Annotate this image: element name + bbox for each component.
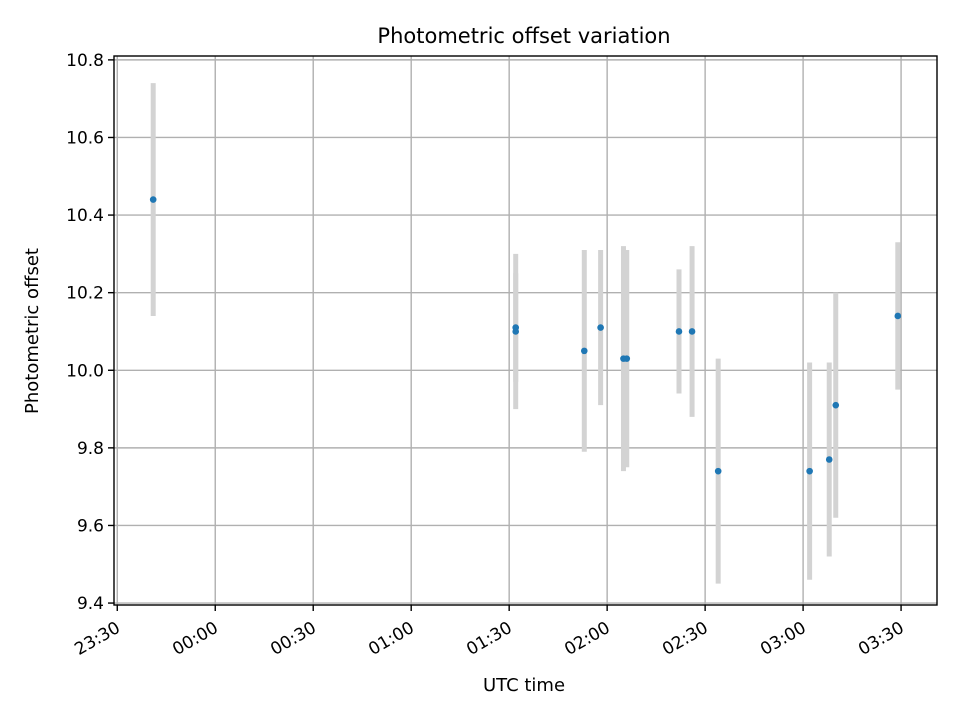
x-tick-label: 01:00	[365, 618, 417, 660]
data-point	[894, 312, 902, 320]
x-axis-label: UTC time	[483, 675, 565, 696]
data-point	[149, 196, 157, 203]
grid	[114, 56, 937, 605]
y-tick-label: 9.6	[77, 516, 104, 536]
y-tick-label: 10.4	[66, 206, 104, 226]
data-point	[825, 456, 833, 463]
x-tick-label: 03:30	[855, 618, 907, 660]
y-tick-label: 10.0	[66, 361, 104, 381]
x-tick-label: 23:30	[71, 618, 123, 660]
chart-title: Photometric offset variation	[377, 24, 670, 48]
y-axis-label: Photometric offset	[22, 248, 43, 414]
x-tick-label: 00:00	[169, 618, 221, 660]
data-point	[806, 467, 813, 475]
error-bars	[150, 83, 901, 584]
x-tick-label: 00:30	[267, 618, 319, 660]
x-tick-label: 02:00	[561, 618, 613, 660]
x-tick-label: 02:30	[659, 618, 711, 660]
y-tick-label: 10.2	[66, 284, 104, 304]
x-tick-label: 03:00	[757, 618, 809, 660]
data-point	[675, 328, 683, 335]
x-tick-label: 01:30	[463, 618, 515, 660]
y-tick-label: 10.8	[66, 51, 104, 71]
data-point	[688, 328, 696, 335]
data-point	[714, 467, 722, 475]
data-point	[512, 328, 520, 335]
data-point	[623, 355, 631, 362]
y-axis: 9.4 9.6 9.8 10.0 10.2 10.4 10.6 10.8	[66, 51, 114, 614]
x-axis: 23:30 00:00 00:30 01:00 01:30 02:00 02:30 03:00…	[71, 605, 908, 660]
data-point	[580, 347, 588, 355]
data-points	[149, 196, 902, 475]
y-tick-label: 10.6	[66, 128, 104, 148]
y-tick-label: 9.4	[77, 594, 104, 614]
data-point	[832, 401, 840, 409]
y-tick-label: 9.8	[77, 439, 104, 459]
data-point	[597, 324, 604, 331]
plot-frame	[113, 55, 938, 606]
